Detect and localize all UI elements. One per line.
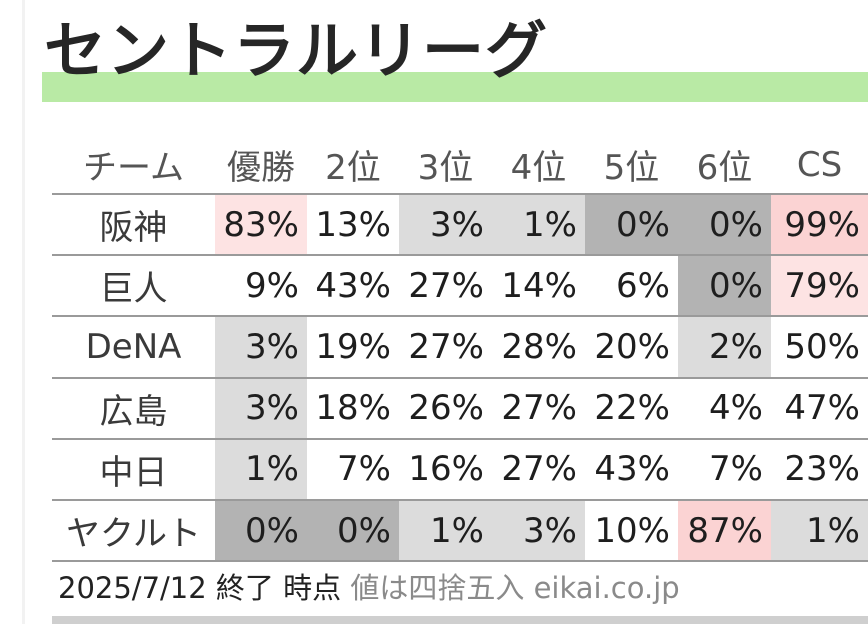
row-divider <box>52 376 868 379</box>
probability-cell: 3% <box>215 378 307 438</box>
probability-cell: 0% <box>585 195 678 255</box>
probability-cell: 3% <box>215 317 307 377</box>
probability-cell: 6% <box>616 265 670 306</box>
probability-cell: 43% <box>315 265 391 306</box>
probability-cell: 14% <box>501 265 577 306</box>
probability-cell: 43% <box>594 449 670 490</box>
row-divider <box>52 499 868 501</box>
standings-probability-table: チーム 優勝 2位 3位 4位 5位 6位 CS 阪神 83% 13% 3% 1% 0% 0% 99% 巨人 9%… <box>52 135 868 563</box>
team-name: DeNA <box>85 326 182 367</box>
probability-cell: 7% <box>337 449 391 490</box>
footer: 2025/7/12 終了 時点 値は四捨五入 eikai.co.jp <box>58 566 680 610</box>
probability-cell: 1% <box>215 439 307 499</box>
team-name: 阪神 <box>99 208 168 249</box>
team-name: 広島 <box>99 391 168 432</box>
team-name: ヤクルト <box>66 514 201 555</box>
footer-date: 2025/7/12 終了 時点 <box>58 571 342 605</box>
probability-cell: 27% <box>408 265 484 306</box>
header-col-7: CS <box>796 144 843 185</box>
probability-cell: 0% <box>215 501 307 561</box>
left-rule <box>22 0 25 624</box>
probability-cell: 16% <box>408 449 484 490</box>
header-col-2: 2位 <box>325 148 381 188</box>
probability-cell: 0% <box>307 501 399 561</box>
header-col-4: 4位 <box>510 148 567 188</box>
probability-cell: 18% <box>315 388 391 429</box>
probability-cell: 13% <box>315 204 391 245</box>
probability-cell: 27% <box>501 388 577 429</box>
row-divider <box>52 315 868 318</box>
probability-cell: 1% <box>771 501 868 561</box>
probability-cell: 4% <box>709 388 763 429</box>
header-col-1: 優勝 <box>227 148 295 188</box>
footer-bar <box>52 616 868 624</box>
row-divider <box>52 254 868 257</box>
team-name: 中日 <box>99 452 168 493</box>
probability-cell: 1% <box>492 195 585 255</box>
header-col-3: 3位 <box>417 148 474 188</box>
probability-cell: 3% <box>492 501 585 561</box>
row-divider <box>52 437 868 440</box>
probability-cell: 99% <box>771 195 868 255</box>
probability-cell: 26% <box>408 388 484 429</box>
row-divider <box>52 193 868 195</box>
probability-cell: 10% <box>594 510 670 551</box>
probability-cell: 79% <box>771 256 868 316</box>
team-name: 巨人 <box>99 269 168 310</box>
probability-cell: 22% <box>594 388 670 429</box>
probability-cell: 20% <box>594 326 670 367</box>
probability-cell: 9% <box>245 265 299 306</box>
probability-cell: 27% <box>408 326 484 367</box>
row-divider <box>52 560 868 563</box>
probability-cell: 87% <box>678 501 771 561</box>
probability-cell: 7% <box>709 449 763 490</box>
probability-cell: 27% <box>501 449 577 490</box>
probability-cell: 3% <box>399 195 492 255</box>
probability-cell: 0% <box>678 195 771 255</box>
header-team: チーム <box>83 148 184 188</box>
probability-cell: 0% <box>678 256 771 316</box>
probability-cell: 23% <box>784 449 860 490</box>
probability-cell: 1% <box>399 501 492 561</box>
probability-cell: 47% <box>784 388 860 429</box>
probability-cell: 28% <box>501 326 577 367</box>
header-col-6: 6位 <box>696 148 753 188</box>
probability-cell: 50% <box>784 326 860 367</box>
probability-cell: 19% <box>315 326 391 367</box>
probability-cell: 83% <box>215 195 307 255</box>
header-col-5: 5位 <box>603 148 660 188</box>
probability-cell: 2% <box>678 317 771 377</box>
title-highlight-band <box>42 72 868 102</box>
page-title: セントラルリーグ <box>44 14 549 87</box>
footer-note: 値は四捨五入 eikai.co.jp <box>350 571 680 605</box>
